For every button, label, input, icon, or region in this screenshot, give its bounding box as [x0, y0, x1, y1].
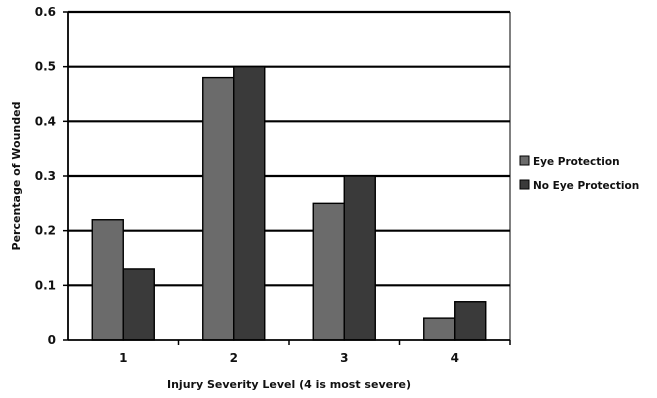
- x-tick-label: 2: [230, 351, 238, 365]
- bar-eye-protection-3: [312, 202, 345, 341]
- x-tick-labels: 1 2 3 4: [119, 340, 511, 365]
- y-axis-title: Percentage of Wounded: [10, 102, 23, 251]
- bar-no-eye-protection-4: [454, 301, 487, 341]
- gridlines: [68, 10, 510, 287]
- y-tick-label: 0.2: [35, 224, 56, 238]
- bar-eye-protection-4: [423, 317, 456, 341]
- x-tick-label: 4: [451, 351, 459, 365]
- bar-no-eye-protection-3: [343, 175, 376, 341]
- bar-eye-protection-1: [91, 219, 124, 341]
- bar-no-eye-protection-2: [233, 65, 266, 341]
- x-tick-label: 3: [340, 351, 348, 365]
- y-tick-label: 0.4: [35, 114, 56, 128]
- bar-eye-protection-2: [202, 76, 235, 341]
- legend-swatch-eye-protection: [519, 155, 530, 166]
- y-tick-label: 0: [48, 333, 56, 347]
- legend-swatch-no-eye-protection: [519, 179, 530, 190]
- bars: [91, 65, 487, 341]
- bar-no-eye-protection-1: [122, 268, 155, 341]
- y-tick-label: 0.5: [35, 60, 56, 74]
- legend-label-eye-protection: Eye Protection: [533, 156, 620, 168]
- legend-label-no-eye-protection: No Eye Protection: [533, 180, 639, 192]
- y-tick-labels: 0 0.1 0.2 0.3 0.4 0.5 0.6: [35, 5, 68, 347]
- x-axis-title: Injury Severity Level (4 is most severe): [167, 378, 411, 391]
- y-tick-label: 0.6: [35, 5, 56, 19]
- legend: Eye Protection No Eye Protection: [519, 155, 639, 192]
- x-tick-label: 1: [119, 351, 127, 365]
- y-tick-label: 0.1: [35, 278, 56, 292]
- y-tick-label: 0.3: [35, 169, 56, 183]
